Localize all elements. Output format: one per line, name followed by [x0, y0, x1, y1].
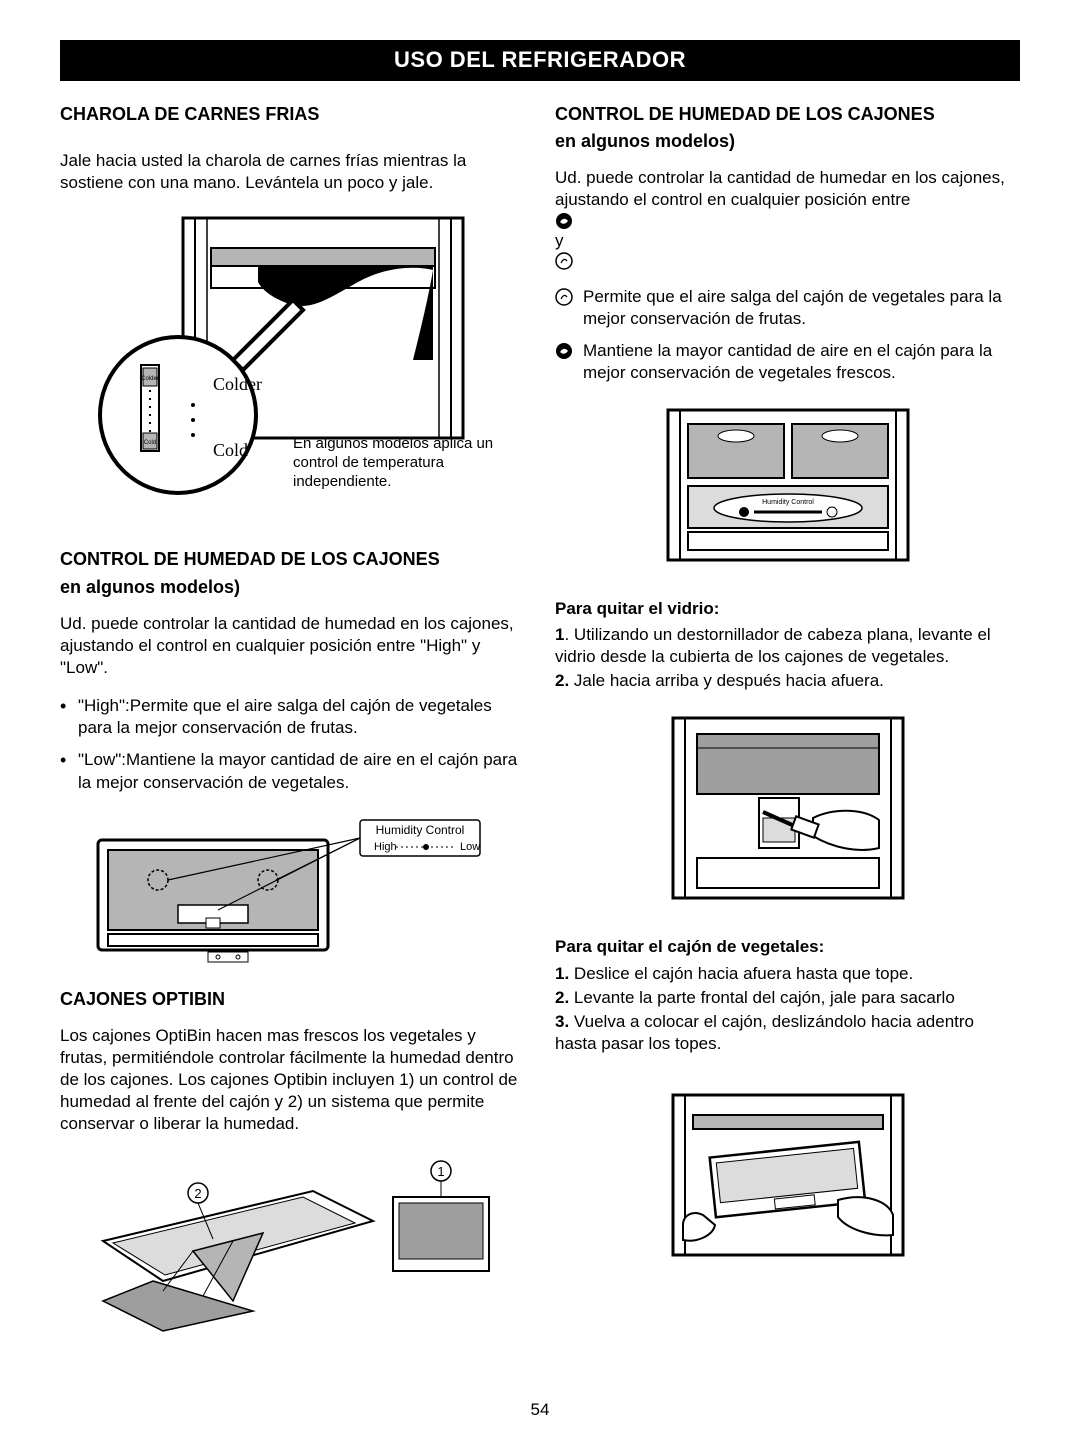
- bullets-humedad-left: "High":Permite que el aire salga del caj…: [60, 695, 525, 793]
- heading-humedad-right: CONTROL DE HUMEDAD DE LOS CAJONES: [555, 103, 1020, 126]
- page-number: 54: [60, 1399, 1020, 1421]
- step-text: Jale hacia arriba y después hacia afuera…: [574, 671, 884, 690]
- label-cold-small: Cold: [143, 440, 155, 446]
- callout-1: 1: [437, 1164, 444, 1179]
- page-title-bar: USO DEL REFRIGERADOR: [60, 40, 1020, 81]
- bullet-label-high: "High":: [78, 696, 130, 715]
- list-item: Mantiene la mayor cantidad de aire en el…: [555, 340, 1020, 384]
- figure-charola: Colder Cold Colder Cold En algunos model…: [60, 210, 525, 520]
- label-colder: Colder: [213, 374, 262, 394]
- label-low: Low: [460, 841, 480, 853]
- heading-quitar-cajon: Para quitar el cajón de vegetales:: [555, 936, 1020, 958]
- steps-quitar-cajon: 1. Deslice el cajón hacia afuera hasta q…: [555, 963, 1020, 1055]
- leaf-filled-icon: [555, 342, 573, 360]
- list-item: "Low":Mantiene la mayor cantidad de aire…: [60, 749, 525, 793]
- leaf-outline-icon: [555, 252, 573, 270]
- para-humedad-right: Ud. puede controlar la cantidad de humed…: [555, 167, 1020, 269]
- label-cold: Cold: [213, 440, 248, 460]
- list-item: 1. Deslice el cajón hacia afuera hasta q…: [555, 963, 1020, 985]
- heading-humedad-left: CONTROL DE HUMEDAD DE LOS CAJONES: [60, 548, 525, 571]
- step-text: Utilizando un destornillador de cabeza p…: [555, 625, 991, 666]
- list-item: Permite que el aire salga del cajón de v…: [555, 286, 1020, 330]
- step-text: Vuelva a colocar el cajón, deslizándolo …: [555, 1012, 974, 1053]
- para-text-b: y: [555, 231, 564, 250]
- heading-quitar-vidrio: Para quitar el vidrio:: [555, 598, 1020, 620]
- two-column-layout: CHAROLA DE CARNES FRIAS Jale hacia usted…: [60, 103, 1020, 1370]
- figure-remove-drawer: [555, 1085, 1020, 1265]
- label-humidity: Humidity Control: [762, 499, 814, 506]
- bullet-text-high: Permite que el aire salga del cajón de v…: [78, 696, 492, 737]
- bullet-text: Permite que el aire salga del cajón de v…: [583, 287, 1002, 328]
- list-item: 2. Levante la parte frontal del cajón, j…: [555, 987, 1020, 1009]
- figure-note: En algunos modelos aplica un control de …: [293, 435, 503, 491]
- right-column: CONTROL DE HUMEDAD DE LOS CAJONES en alg…: [555, 103, 1020, 1370]
- leaf-filled-icon: [555, 212, 573, 230]
- para-text-a: Ud. puede controlar la cantidad de humed…: [555, 168, 1005, 209]
- heading-optibin: CAJONES OPTIBIN: [60, 988, 525, 1011]
- list-item: 1. Utilizando un destornillador de cabez…: [555, 624, 1020, 668]
- subheading-humedad-right: en algunos modelos): [555, 130, 1020, 153]
- step-text: Levante la parte frontal del cajón, jale…: [574, 988, 955, 1007]
- figure-optibin: 1 2: [60, 1151, 525, 1341]
- list-item: 2. Jale hacia arriba y después hacia afu…: [555, 670, 1020, 692]
- bullet-text: Mantiene la mayor cantidad de aire en el…: [583, 341, 992, 382]
- label-colder-small: Colder: [141, 376, 159, 382]
- figure-humidity-control: Humidity Control High Low: [60, 810, 525, 970]
- list-item: "High":Permite que el aire salga del caj…: [60, 695, 525, 739]
- list-item: 3. Vuelva a colocar el cajón, deslizándo…: [555, 1011, 1020, 1055]
- subheading-humedad-left: en algunos modelos): [60, 576, 525, 599]
- step-text: Deslice el cajón hacia afuera hasta que …: [574, 964, 913, 983]
- steps-quitar-vidrio: 1. Utilizando un destornillador de cabez…: [555, 624, 1020, 692]
- para-charola: Jale hacia usted la charola de carnes fr…: [60, 150, 525, 194]
- bullet-label-low: "Low":: [78, 750, 126, 769]
- leaf-outline-icon: [555, 288, 573, 306]
- para-optibin: Los cajones OptiBin hacen mas frescos lo…: [60, 1025, 525, 1135]
- left-column: CHAROLA DE CARNES FRIAS Jale hacia usted…: [60, 103, 525, 1370]
- figure-drawers: Humidity Control: [555, 400, 1020, 570]
- callout-2: 2: [194, 1186, 201, 1201]
- para-humedad-left: Ud. puede controlar la cantidad de humed…: [60, 613, 525, 679]
- label-high: High: [374, 841, 397, 853]
- bullet-text-low: Mantiene la mayor cantidad de aire en el…: [78, 750, 517, 791]
- figure-remove-glass: [555, 708, 1020, 908]
- bullets-humedad-right: Permite que el aire salga del cajón de v…: [555, 286, 1020, 384]
- heading-charola: CHAROLA DE CARNES FRIAS: [60, 103, 525, 126]
- label-humidity-control: Humidity Control: [375, 823, 464, 837]
